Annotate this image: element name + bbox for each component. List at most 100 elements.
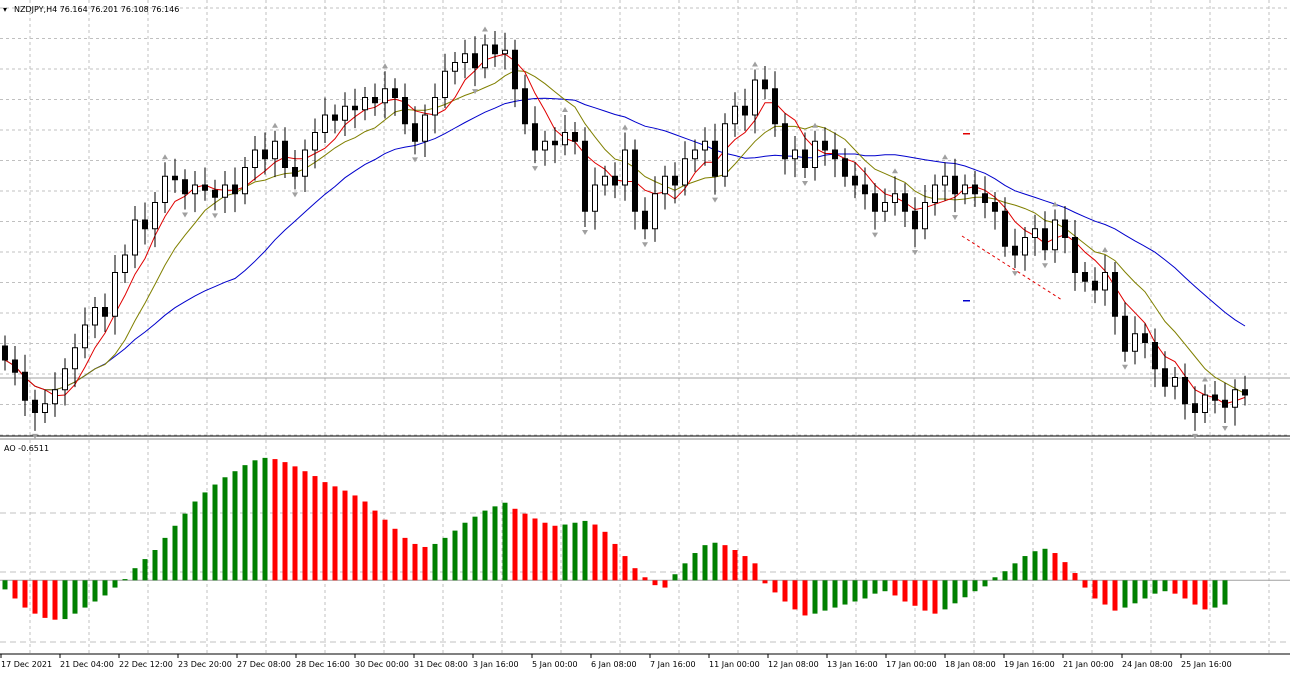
- fractal-down-icon: [472, 89, 478, 95]
- time-tick-label: 5 Jan 00:00: [532, 660, 578, 669]
- candle-bear: [472, 53, 478, 69]
- time-tick-label: 7 Jan 16:00: [650, 660, 696, 669]
- candle-bull: [1232, 389, 1238, 408]
- fractal-down-icon: [412, 157, 418, 163]
- ao-bar-up: [692, 553, 698, 581]
- ao-bar-down: [782, 580, 788, 602]
- ao-bar-up: [92, 580, 98, 602]
- fractal-down-icon: [212, 213, 218, 219]
- fractal-down-icon: [182, 212, 188, 218]
- ao-bar-down: [282, 462, 288, 581]
- ao-bar-down: [802, 580, 808, 616]
- time-axis: 17 Dec 2021 21 Dec 04:00 22 Dec 12:00 23 De…: [0, 654, 1232, 669]
- time-tick-label: 17 Jan 00:00: [886, 660, 937, 669]
- ao-bar-down: [622, 556, 628, 581]
- candle-bull: [942, 175, 948, 186]
- time-tick-label: 3 Jan 16:00: [473, 660, 519, 669]
- ao-bar-down: [922, 580, 928, 611]
- ao-bar-down: [742, 556, 748, 581]
- candle-bull: [682, 158, 688, 186]
- ao-bar-up: [432, 543, 438, 581]
- ao-bar-down: [732, 550, 738, 581]
- candle-bear: [862, 184, 868, 195]
- candle-bull: [422, 114, 428, 142]
- fractal-up-icon: [892, 168, 898, 174]
- candle-bear: [1142, 333, 1148, 343]
- candle-bull: [452, 62, 458, 72]
- candle-bear: [762, 79, 768, 90]
- fractal-up-icon: [562, 107, 568, 112]
- candle-bull: [242, 167, 248, 195]
- ao-bar-up: [452, 530, 458, 581]
- candle-bear: [612, 175, 618, 186]
- ao-bar-down: [52, 580, 58, 620]
- ao-bar-down: [1102, 580, 1108, 605]
- candle-bear: [232, 184, 238, 195]
- ao-bar-down: [1112, 580, 1118, 611]
- candle-bull: [662, 175, 668, 195]
- candle-bear: [582, 140, 588, 212]
- fractal-down-icon: [802, 181, 808, 186]
- ao-bar-down: [652, 580, 658, 586]
- ao-bar-up: [72, 580, 78, 614]
- candle-bear: [412, 123, 418, 142]
- ao-bar-up: [872, 580, 878, 594]
- fractal-down-icon: [292, 192, 298, 198]
- candle-bear: [282, 140, 288, 168]
- ao-bar-up: [202, 492, 208, 581]
- ao-bar-down: [1052, 553, 1058, 581]
- candle-bull: [482, 44, 488, 69]
- fractal-up-icon: [382, 63, 388, 69]
- time-tick-label: 30 Dec 00:00: [355, 660, 409, 669]
- ao-bar-down: [632, 568, 638, 581]
- candle-bull: [162, 175, 168, 203]
- ao-bar-down: [602, 531, 608, 581]
- candle-bull: [92, 307, 98, 326]
- candle-bear: [712, 140, 718, 177]
- candle-bear: [102, 307, 108, 317]
- ao-bar-up: [462, 522, 468, 581]
- candle-bull: [382, 88, 388, 104]
- time-tick-label: 11 Jan 00:00: [709, 660, 760, 669]
- candle-bear: [1162, 368, 1168, 387]
- candle-bear: [12, 359, 18, 373]
- fractal-up-icon: [622, 124, 628, 130]
- candle-bear: [2, 345, 8, 361]
- ao-bar-up: [472, 516, 478, 581]
- ao-bar-down: [302, 471, 308, 581]
- time-tick-label: 6 Jan 08:00: [591, 660, 637, 669]
- time-tick-label: 21 Dec 04:00: [60, 660, 114, 669]
- ao-bar-down: [912, 580, 918, 606]
- ao-bar-down: [332, 486, 338, 581]
- ao-bar-down: [512, 508, 518, 581]
- candle-bull: [462, 53, 468, 63]
- ao-histogram: [0, 457, 1290, 620]
- candle-bull: [962, 184, 968, 195]
- candle-bull: [1132, 333, 1138, 352]
- candle-bear: [332, 114, 338, 121]
- candle-bull: [272, 140, 278, 160]
- candle-bull: [72, 347, 78, 370]
- ao-bar-up: [572, 522, 578, 581]
- candle-bull: [652, 193, 658, 230]
- ma-fast-line: [4, 53, 1246, 405]
- candle-bear: [912, 210, 918, 230]
- fractal-down-icon: [872, 232, 878, 238]
- candle-bear: [532, 123, 538, 151]
- fractal-down-icon: [912, 250, 918, 256]
- ao-bar-up: [222, 477, 228, 581]
- candle-bear: [952, 175, 958, 195]
- ao-bar-up: [232, 471, 238, 581]
- time-tick-label: 13 Jan 16:00: [827, 660, 878, 669]
- fractal-markers: [32, 26, 1228, 439]
- ao-bar-up: [1012, 563, 1018, 581]
- candle-bear: [1242, 389, 1248, 396]
- ao-bar-up: [942, 580, 948, 610]
- window-symbol-triangle-icon: ▾: [3, 5, 7, 14]
- ao-bar-up: [242, 465, 248, 581]
- candle-bull: [322, 114, 328, 133]
- ao-bar-down: [372, 510, 378, 581]
- ao-bar-down: [552, 525, 558, 581]
- candle-bull: [922, 202, 928, 230]
